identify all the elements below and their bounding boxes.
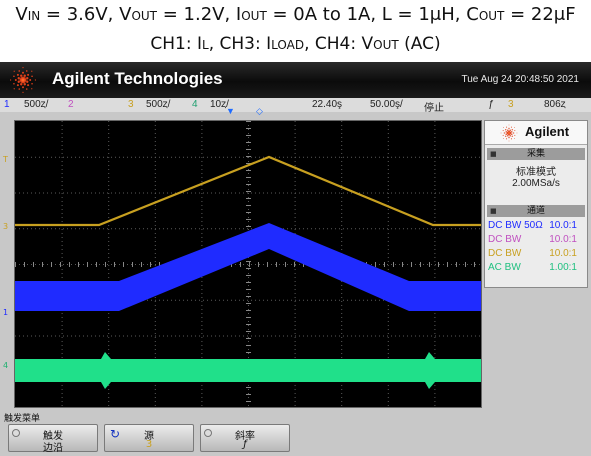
trigger-slope-value: ƒ [243,439,247,450]
ch1-inductor-current-trace [15,223,481,311]
ch4-transient-spike [101,352,111,389]
waveform-canvas [15,121,481,406]
ch2-coupling: DC BW [488,234,522,245]
brand-bar: Agilent Technologies Tue Aug 24 20:48:50… [0,62,591,98]
time-scale[interactable]: 50.00ş/ [370,99,403,110]
ch4-ground-marker: 4 [3,361,9,370]
trigger-type-softkey[interactable]: 触发 边沿 [8,424,98,454]
time-delay[interactable]: 22.40ş [312,99,343,110]
side-logo-text: Agilent [525,124,570,139]
ch4-coupling: AC BW [488,262,521,273]
ch3-scale[interactable]: 500ȥ/ [146,99,171,110]
time-reference-marker-icon: ◇ [256,106,263,116]
ch1-coupling: DC BW 50Ω [488,220,543,231]
channels-header[interactable]: 通道 [487,205,585,217]
ch1-number[interactable]: 1 [4,99,10,110]
rotate-knob-icon: ↻ [110,427,121,441]
ch3-probe: 10.0:1 [549,248,577,259]
ch2-number[interactable]: 2 [68,99,74,110]
sample-rate: 2.00MSa/s [512,178,560,189]
ch4-transient-spike [425,352,435,389]
channel-row-2[interactable]: DC BW 10.0:1 [487,234,585,246]
side-logo: Agilent [485,121,587,145]
datetime: Tue Aug 24 20:48:50 2021 [461,74,579,85]
ch3-ground-marker: 3 [3,222,9,231]
softkey-indicator-icon [204,429,212,437]
ch3-coupling: DC BW [488,248,522,259]
ch3-trigger-marker: T [3,155,8,164]
ch1-scale[interactable]: 500ȥ/ [24,99,49,110]
channel-row-1[interactable]: DC BW 50Ω 10.0:1 [487,220,585,232]
trigger-edge-icon: ƒ [488,99,494,110]
channel-row-4[interactable]: AC BW 1.00:1 [487,262,585,274]
softkey-menu-title: 触发菜单 [4,414,41,424]
softkey-indicator-icon [12,429,20,437]
trigger-slope-softkey[interactable]: 斜率 ƒ [200,424,290,452]
acquisition-mode: 标准模式 [516,167,556,178]
channel-row-3[interactable]: DC BW 10.0:1 [487,248,585,260]
trigger-source-label: 源 [144,431,154,442]
trigger-position-marker-icon: ▼ [226,106,235,116]
side-panel: Agilent 采集 标准模式 2.00MSa/s 通道 DC BW 50Ω 1… [484,120,588,288]
trigger-level[interactable]: 806ȥ [544,99,566,110]
ch4-number[interactable]: 4 [192,99,198,110]
waveform-display[interactable]: T 3 1 4 [3,120,482,408]
ch2-probe: 10.0:1 [549,234,577,245]
acquisition-header[interactable]: 采集 [487,148,585,160]
caption-conditions: VIN = 3.6V, VOUT = 1.2V, IOUT = 0A to 1A… [15,4,576,25]
brand-name: Agilent Technologies [52,69,223,88]
status-bar: 1 500ȥ/ 2 3 500ȥ/ 4 10ȥ/ 22.40ş 50.00ş/ … [0,98,591,116]
agilent-spark-icon [10,67,36,93]
agilent-spark-icon [500,124,518,142]
trigger-slope-label: 斜率 [235,431,255,442]
run-state[interactable]: 停止 [424,103,444,114]
trigger-type-label: 触发 [43,431,63,442]
ch1-ground-marker: 1 [3,308,9,317]
trigger-source-softkey[interactable]: ↻ 源 3 [104,424,194,452]
ch4-scale[interactable]: 10ȥ/ [210,99,229,110]
trigger-source[interactable]: 3 [508,99,514,110]
trigger-source-value: 3 [145,439,153,450]
caption-channels: CH1: IL, CH3: ILOAD, CH4: VOUT (AC) [150,34,441,54]
oscilloscope-screen: Agilent Technologies Tue Aug 24 20:48:50… [0,62,591,456]
ch3-load-current-trace [15,155,481,227]
ch1-probe: 10.0:1 [549,220,577,231]
ch4-probe: 1.00:1 [549,262,577,273]
trigger-type-value: 边沿 [43,443,63,454]
ch3-number[interactable]: 3 [128,99,134,110]
ch4-output-voltage-trace [15,359,481,382]
